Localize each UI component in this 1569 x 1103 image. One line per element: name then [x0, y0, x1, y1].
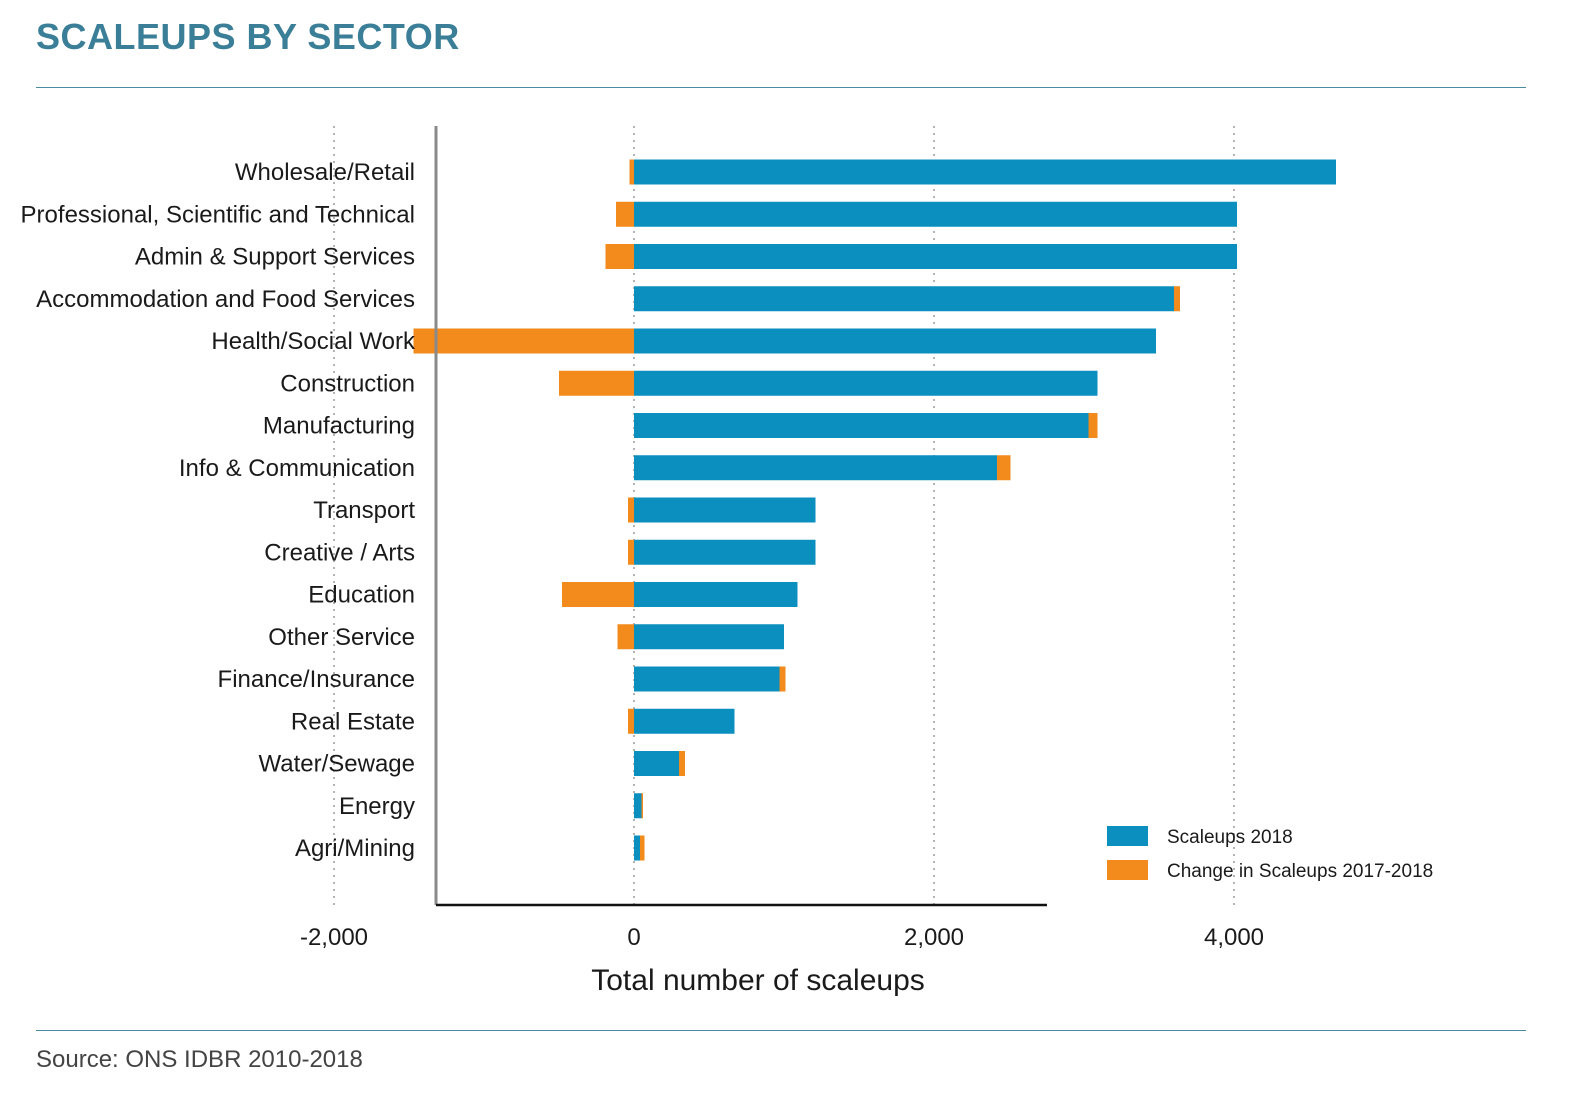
bar-scaleups-2018: [634, 413, 1089, 438]
category-label: Transport: [313, 497, 415, 524]
bar-change-2017-2018: [413, 328, 634, 354]
bar-scaleups-2018: [634, 286, 1174, 312]
category-label: Admin & Support Services: [135, 244, 415, 271]
bar-scaleups-2018: [634, 328, 1156, 354]
bar-change-2017-2018: [605, 244, 634, 269]
bar-change-2017-2018: [640, 835, 645, 861]
legend-label: Scaleups 2018: [1167, 827, 1293, 848]
category-label: Creative / Arts: [264, 539, 415, 566]
x-tick-label: 0: [627, 924, 640, 951]
bar-change-2017-2018: [628, 497, 634, 523]
axes: [434, 126, 1047, 907]
category-label: Construction: [280, 370, 415, 397]
page-title: SCALEUPS BY SECTOR: [36, 16, 460, 57]
bar-change-2017-2018: [641, 793, 643, 819]
bar-scaleups-2018: [634, 244, 1237, 269]
bar-change-2017-2018: [1088, 413, 1098, 438]
bar-scaleups-2018: [634, 624, 784, 650]
category-label: Other Service: [268, 624, 415, 651]
bar-change-2017-2018: [559, 370, 634, 396]
legend-swatch: [1107, 860, 1148, 880]
bar-change-2017-2018: [997, 455, 1011, 481]
bar-change-2017-2018: [616, 201, 634, 227]
legend-label: Change in Scaleups 2017-2018: [1167, 861, 1433, 882]
bar-change-2017-2018: [617, 624, 634, 650]
x-tick-labels: -2,000 0 2,000 4,000: [300, 924, 1264, 951]
bar-scaleups-2018: [634, 751, 679, 776]
category-label: Health/Social Work: [211, 328, 416, 355]
category-label: Info & Communication: [179, 455, 415, 482]
category-label: Finance/Insurance: [218, 666, 415, 693]
bar-scaleups-2018: [634, 455, 997, 481]
bar-scaleups-2018: [634, 666, 780, 692]
bar-scaleups-2018: [634, 159, 1336, 185]
bar-scaleups-2018: [634, 370, 1098, 396]
category-label: Agri/Mining: [295, 835, 415, 862]
source-note: Source: ONS IDBR 2010-2018: [36, 1046, 363, 1073]
bar-change-2017-2018: [562, 582, 634, 607]
bar-scaleups-2018: [634, 835, 640, 861]
bar-change-2017-2018: [629, 159, 634, 185]
category-label: Education: [308, 582, 415, 609]
bars: [413, 159, 1336, 861]
x-tick-label: 2,000: [904, 924, 964, 951]
bottom-divider: [36, 1030, 1526, 1031]
bar-change-2017-2018: [679, 751, 685, 776]
x-tick-label: -2,000: [300, 924, 368, 951]
legend: Scaleups 2018 Change in Scaleups 2017-201…: [1107, 826, 1433, 882]
category-label: Accommodation and Food Services: [36, 286, 415, 313]
category-label: Water/Sewage: [258, 751, 415, 778]
bar-change-2017-2018: [628, 708, 634, 734]
category-label: Manufacturing: [263, 413, 415, 440]
bar-scaleups-2018: [634, 582, 798, 607]
x-tick-label: 4,000: [1204, 924, 1264, 951]
bar-scaleups-2018: [634, 539, 816, 565]
category-label: Wholesale/Retail: [235, 159, 415, 186]
x-axis-title: Total number of scaleups: [591, 964, 925, 997]
category-label: Professional, Scientific and Technical: [21, 201, 415, 228]
top-divider: [36, 87, 1526, 88]
bar-scaleups-2018: [634, 497, 816, 523]
bar-scaleups-2018: [634, 708, 735, 734]
bar-scaleups-2018: [634, 793, 642, 819]
bar-change-2017-2018: [779, 666, 786, 692]
bar-change-2017-2018: [628, 539, 634, 565]
bar-scaleups-2018: [634, 201, 1237, 227]
bar-change-2017-2018: [1174, 286, 1180, 312]
category-label: Real Estate: [291, 708, 415, 735]
category-labels: Wholesale/Retail Professional, Scientific…: [21, 159, 416, 862]
legend-swatch: [1107, 826, 1148, 846]
category-label: Energy: [339, 793, 415, 820]
